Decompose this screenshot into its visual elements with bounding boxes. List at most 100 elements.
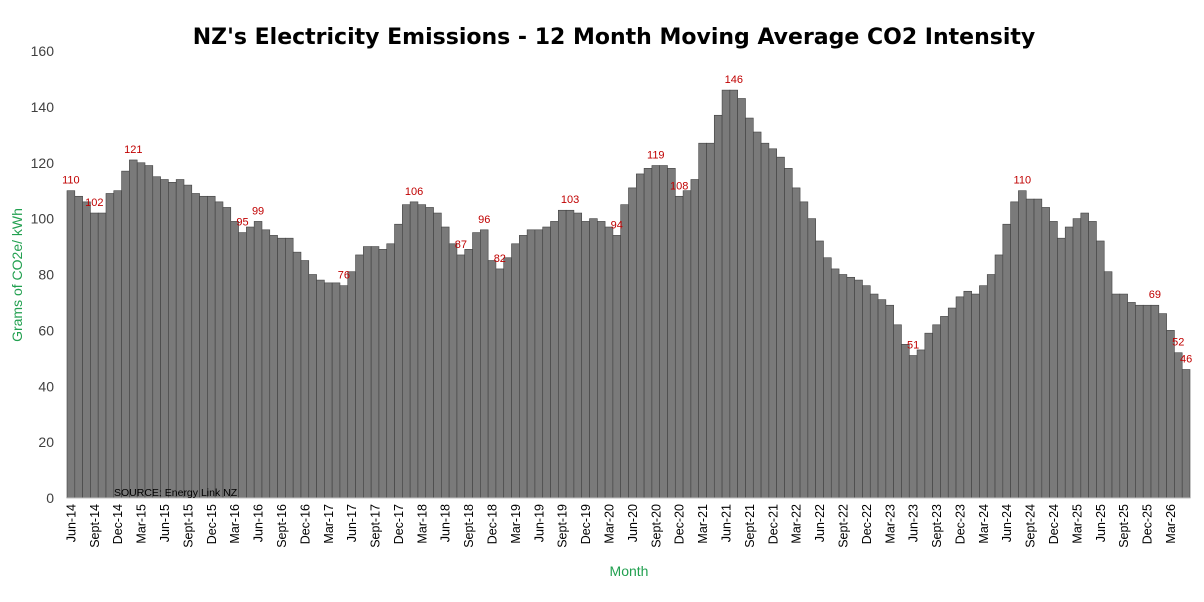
bar — [121, 170, 130, 499]
bar — [643, 168, 653, 499]
bar — [409, 201, 419, 499]
y-tick-label: 80 — [38, 267, 54, 283]
bar — [503, 257, 512, 499]
data-label: 102 — [85, 197, 103, 209]
bar — [620, 204, 629, 499]
data-label: 95 — [236, 217, 248, 229]
x-tick-label: Jun-25 — [1094, 504, 1108, 542]
bar — [597, 221, 606, 499]
bar — [1096, 240, 1105, 499]
y-tick-label: 140 — [31, 99, 55, 115]
y-tick-label: 20 — [38, 434, 54, 450]
bar — [635, 173, 645, 499]
bar — [253, 221, 263, 499]
y-tick-label: 160 — [31, 43, 55, 59]
bar — [269, 235, 278, 499]
x-tick-label: Mar-26 — [1164, 504, 1178, 544]
bar — [175, 179, 185, 499]
data-label: 110 — [62, 175, 80, 187]
bar — [877, 299, 887, 499]
x-tick-label: Mar-20 — [603, 504, 617, 544]
bar — [542, 226, 551, 499]
bar — [66, 190, 76, 499]
bar — [316, 279, 325, 499]
bar — [955, 296, 965, 499]
bar — [355, 254, 364, 499]
x-tick-label: Sept-15 — [181, 504, 195, 548]
bar — [713, 114, 723, 499]
data-label: 121 — [124, 144, 142, 156]
bar — [940, 316, 949, 499]
bar — [129, 159, 138, 499]
bar — [487, 260, 497, 499]
x-tick-label: Jun-23 — [907, 504, 921, 542]
bar — [979, 285, 988, 499]
bar — [893, 324, 902, 499]
data-labels: 110 102 121 95 99 76 106 87 96 82 103 94 119 108 146 51… — [62, 74, 1192, 365]
bar — [480, 229, 489, 499]
data-label: 82 — [494, 253, 506, 265]
bar — [971, 293, 980, 499]
data-label: 51 — [907, 340, 919, 352]
data-label: 96 — [478, 214, 490, 226]
bar — [97, 212, 107, 499]
bar — [347, 271, 356, 499]
data-label: 119 — [647, 150, 665, 162]
x-tick-label: Sept-23 — [930, 504, 944, 548]
bar — [238, 232, 247, 499]
x-tick-label: Mar-19 — [509, 504, 523, 544]
x-tick-label: Dec-23 — [953, 504, 967, 544]
bar — [183, 184, 193, 499]
bar — [456, 254, 466, 499]
bar — [1025, 198, 1035, 499]
bar — [1166, 330, 1175, 499]
bar — [745, 117, 754, 499]
y-tick-label: 60 — [38, 322, 54, 338]
bar — [1127, 302, 1136, 499]
data-label: 146 — [725, 74, 743, 86]
bar — [105, 193, 115, 499]
x-tick-label: Jun-17 — [345, 504, 359, 542]
data-label: 110 — [1014, 175, 1032, 187]
bar — [214, 201, 224, 499]
bar — [1119, 293, 1128, 499]
bar — [901, 344, 910, 499]
x-tick-label: Sept-20 — [649, 504, 663, 548]
x-tick-label: Mar-25 — [1070, 504, 1084, 544]
data-label: 103 — [561, 194, 579, 206]
bar — [82, 201, 91, 499]
x-tick-label: Sept-24 — [1024, 504, 1038, 548]
data-label: 94 — [611, 219, 623, 231]
bar — [1150, 304, 1160, 499]
bar — [799, 201, 809, 499]
bar — [651, 165, 661, 499]
x-axis-ticks: Jun-14 Sept-14 Dec-14 Mar-15 Jun-15 Sept-15 De… — [64, 504, 1178, 548]
chart-title: NZ's Electricity Emissions - 12 Month Mo… — [193, 25, 1035, 50]
source-note: SOURCE: Energy Link NZ — [114, 487, 238, 499]
bars — [66, 89, 1191, 499]
bar — [292, 251, 302, 499]
bar — [168, 182, 177, 499]
bar — [277, 237, 286, 499]
bar — [768, 148, 777, 499]
bar — [581, 221, 590, 499]
x-tick-label: Sept-14 — [88, 504, 102, 548]
bar — [324, 282, 333, 499]
x-tick-label: Sept-16 — [275, 504, 289, 548]
bar — [589, 218, 598, 499]
bar — [300, 260, 310, 499]
bar — [1018, 190, 1027, 499]
x-tick-label: Dec-18 — [486, 504, 500, 544]
bar — [1057, 237, 1066, 499]
bar — [737, 98, 746, 499]
bar — [815, 240, 824, 499]
bar — [1049, 221, 1058, 499]
bar — [932, 324, 941, 499]
bar — [838, 274, 848, 499]
bar — [1111, 293, 1121, 499]
bar — [674, 195, 684, 499]
x-tick-label: Jun-22 — [813, 504, 827, 542]
bar — [526, 229, 536, 499]
bar — [534, 229, 544, 499]
bar — [402, 204, 411, 499]
